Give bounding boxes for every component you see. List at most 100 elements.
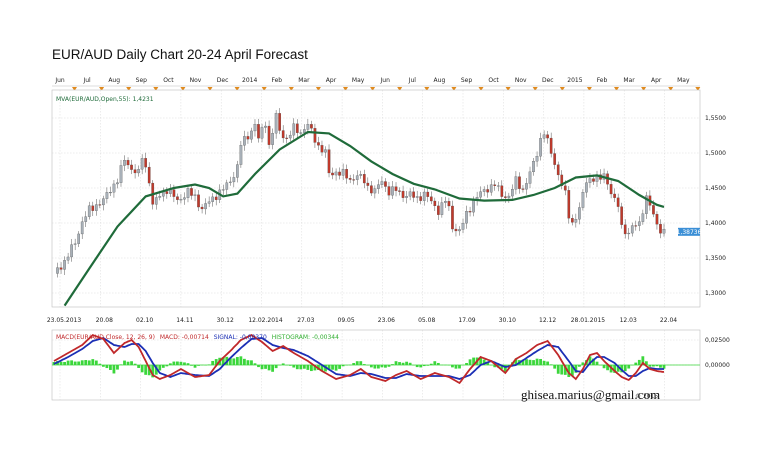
histogram-bar [73,361,77,365]
candle-body [493,184,497,186]
candle-body [211,196,214,202]
date-tick-label: 12.02.2014 [248,317,283,324]
candle-body [133,169,137,174]
month-label: Apr [651,77,662,84]
candle-body [274,113,278,134]
date-tick-label: 22.04 [660,317,677,324]
candle-body [433,200,437,207]
candle-body [655,214,659,225]
candle-body [77,233,81,244]
candle-body [172,189,176,197]
histogram-bar [193,365,197,368]
histogram-bar [221,357,225,365]
histogram-bar [140,365,144,373]
histogram-bar [468,359,472,365]
candle-body [440,202,444,215]
histogram-bar [331,365,334,370]
histogram-bar [126,361,130,365]
month-label: Aug [434,77,446,84]
histogram-bar [567,365,571,378]
month-label: Aug [108,77,120,84]
candle-body [613,193,616,198]
histogram-bar [168,363,172,365]
histogram-bar [641,356,645,365]
candle-body [331,172,334,176]
candle-body [214,196,218,200]
histogram-bar [70,360,74,365]
month-label: Mar [623,77,635,84]
candle-body [257,124,260,139]
candle-body [616,197,620,207]
candle-body [123,160,126,166]
last-price-badge: 1,38736 [677,227,702,236]
candle-body [458,229,461,232]
candle-body [306,124,310,130]
histogram-bar [602,365,606,369]
histogram-bar [306,365,310,370]
candle-body [179,199,183,201]
candle-body [465,211,468,224]
histogram [52,356,666,378]
candle-body [359,174,363,176]
candle-body [387,186,391,196]
candle-body [225,182,229,190]
candle-body [228,181,232,183]
date-tick-label: 17.09 [458,317,475,324]
candle-body [243,136,246,146]
histogram-bar [652,365,655,367]
candle-body [623,224,627,235]
candle-body [137,169,140,174]
candle-body [461,223,465,230]
price-tick-label: 1,5500 [705,115,726,122]
candle-body [514,176,518,190]
macd-y-axis: 0,02500 0,00000 [705,337,730,369]
month-label: May [352,77,365,84]
candle-body [451,205,454,230]
histogram-bar [183,362,186,365]
candle-body [348,178,352,180]
histogram-bar [144,365,148,375]
histogram-bar [327,365,331,371]
candle-body [511,189,514,197]
histogram-bar [525,359,528,365]
date-tick-label: 02.10 [136,317,153,324]
candle-body [553,153,557,165]
candle-body [637,221,641,226]
price-tick-label: 1,3500 [705,255,726,262]
histogram-bar [309,365,313,372]
histogram-bar [243,358,246,365]
histogram-bar [264,365,267,369]
histogram-bar [659,365,662,368]
histogram-bar [606,365,609,371]
histogram-bar [59,361,63,365]
candle-body [437,205,440,215]
histogram-bar [556,365,560,374]
histogram-bar [429,363,433,365]
histogram-bar [394,361,398,365]
histogram-bar [94,360,98,365]
month-label: Jul [82,77,91,84]
mva-line [63,130,665,307]
copyright: © 2015 [635,393,659,400]
histogram-bar [433,361,437,365]
candle-body [652,205,655,215]
candle-body [521,188,525,190]
histogram-bar [239,356,243,365]
histogram-bar [91,359,95,365]
candle-body [645,195,648,214]
event-marker [451,87,457,91]
histogram-bar [503,365,507,372]
histogram-bar [384,365,387,368]
price-tick-label: 1,4000 [705,220,726,227]
histogram-bar [655,365,659,367]
event-marker [99,87,105,91]
histogram-bar [563,365,567,375]
candle-body [641,213,645,222]
histogram-bar [154,365,158,375]
event-marker [288,87,294,91]
candle-body [627,232,631,235]
candle-body [221,189,225,191]
candle-body [87,205,91,217]
histogram-bar [299,365,303,370]
candle-body [556,164,560,176]
